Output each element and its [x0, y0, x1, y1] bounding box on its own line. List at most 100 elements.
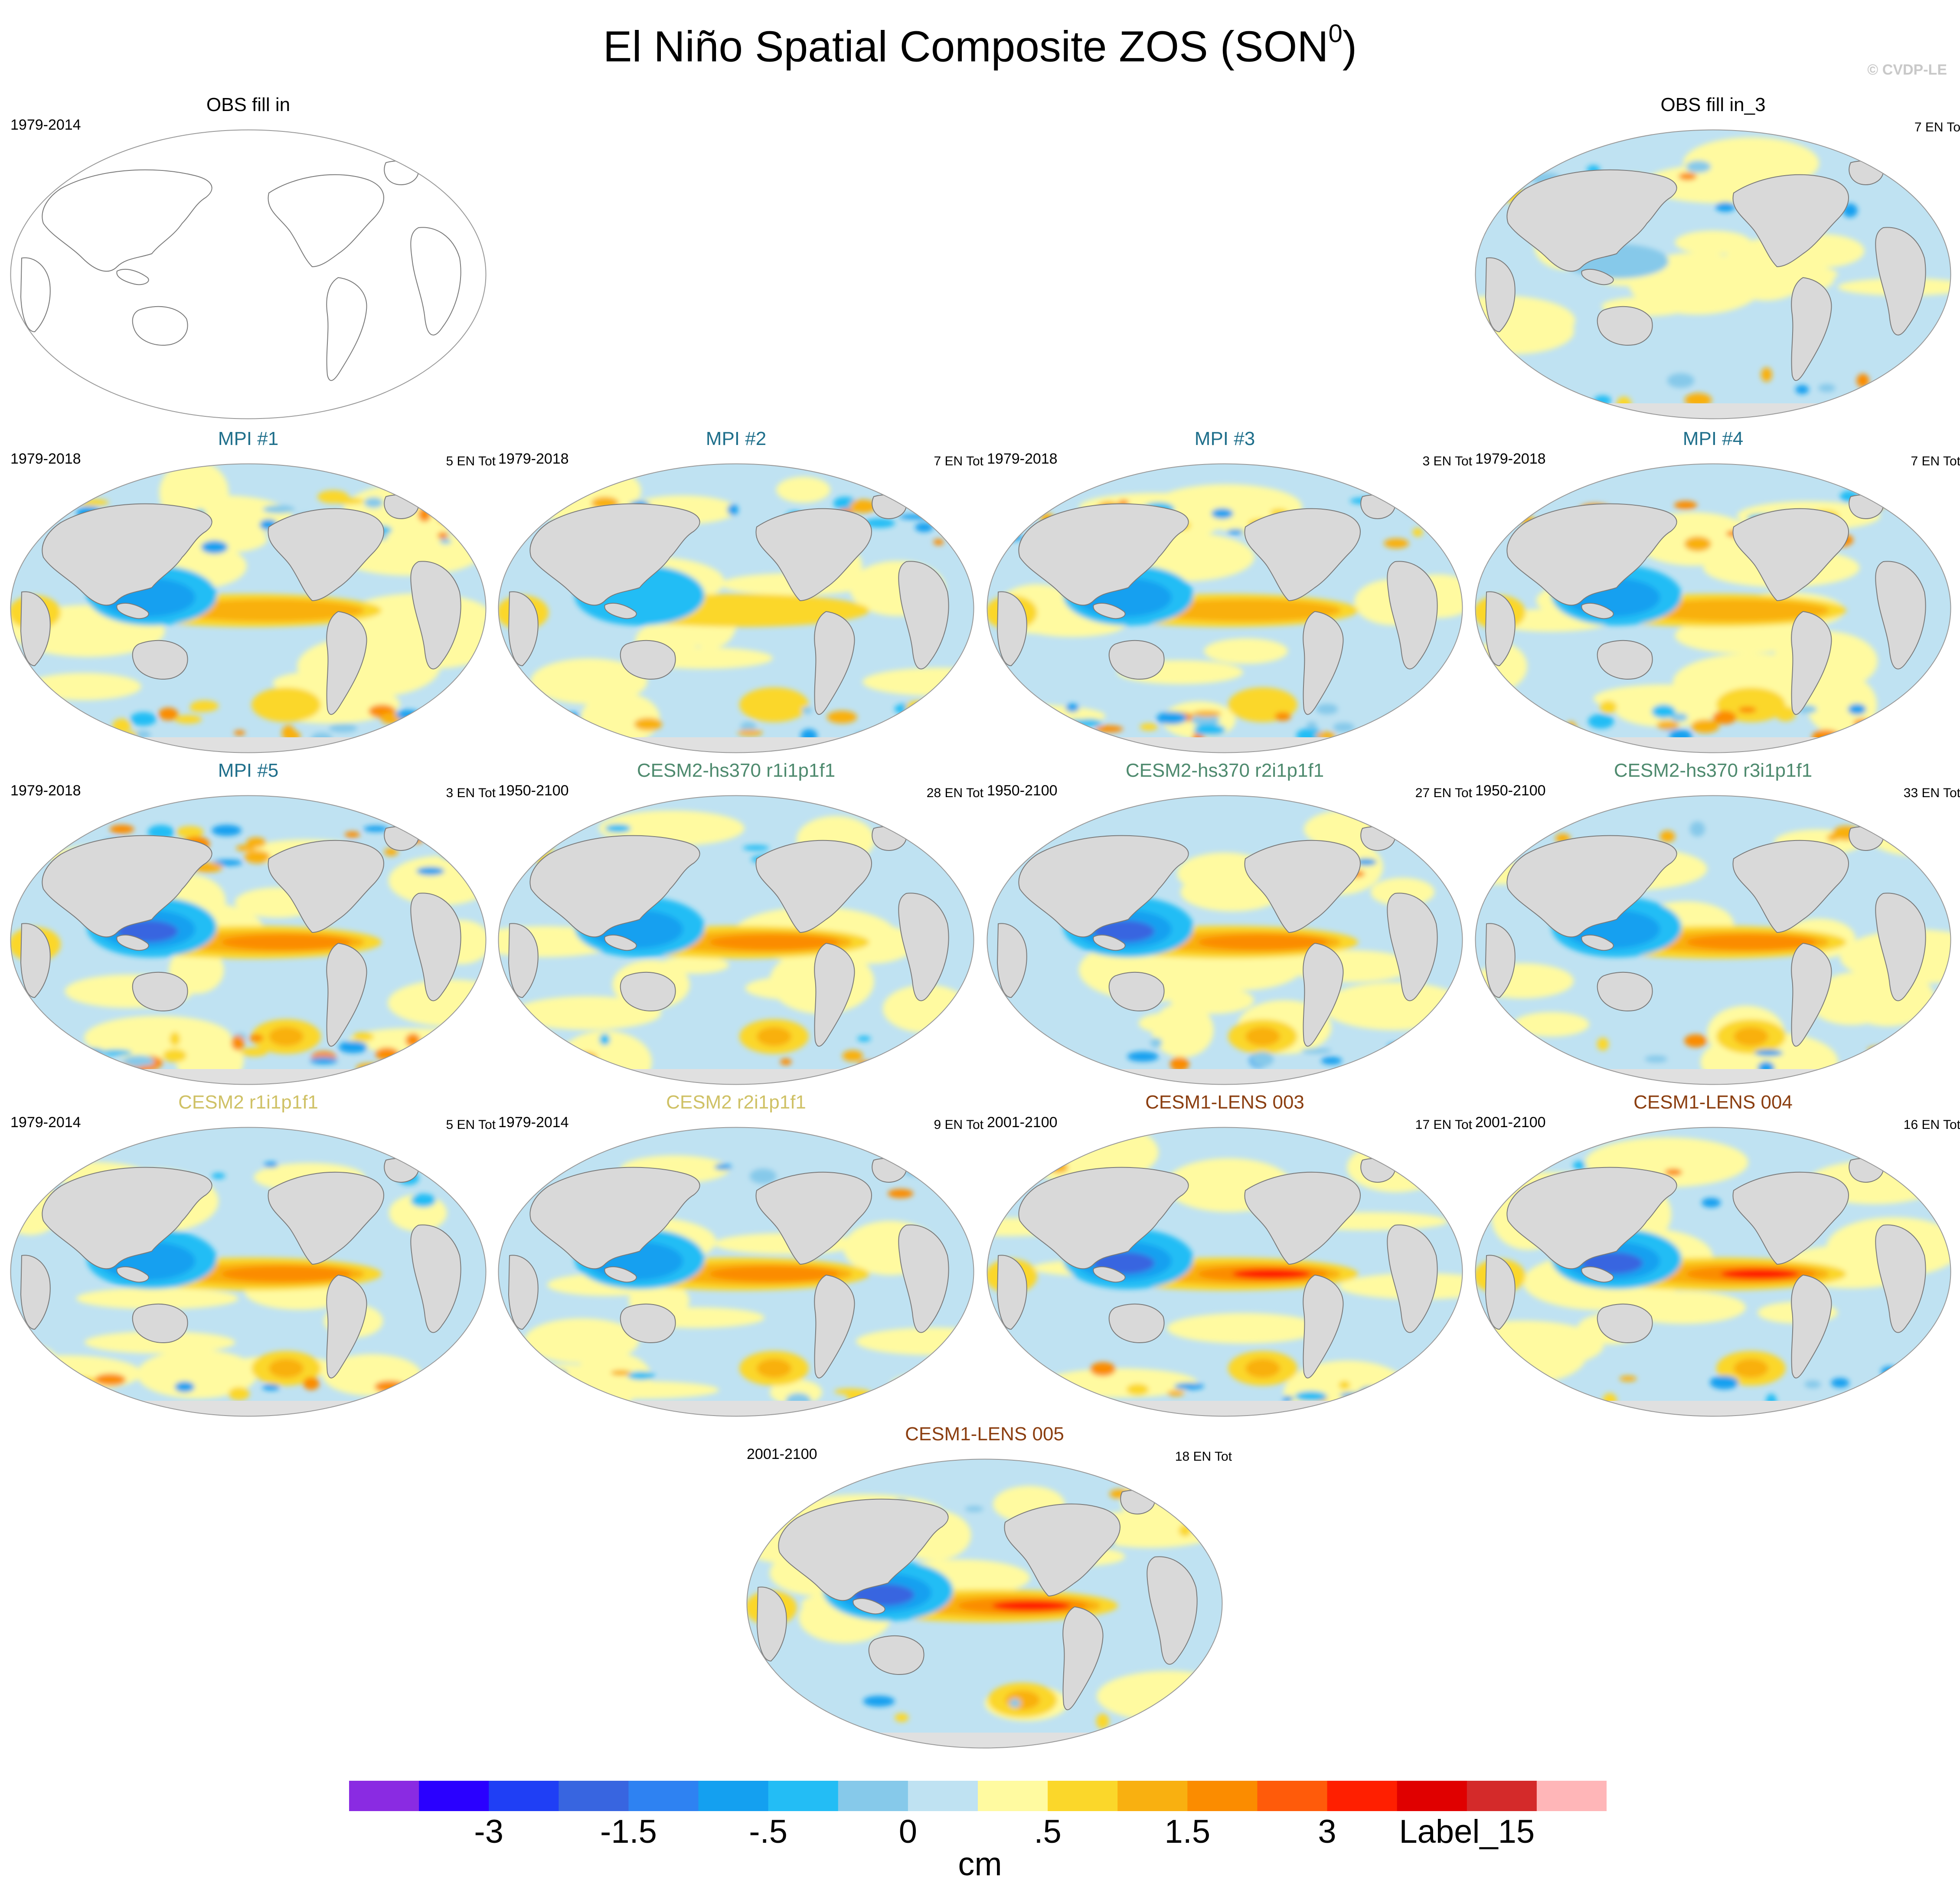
noise-speckle	[929, 728, 942, 742]
noise-speckle	[112, 718, 131, 733]
land	[868, 1635, 924, 1675]
map-border	[1475, 129, 1951, 419]
land	[1875, 893, 1926, 1001]
land	[116, 603, 149, 619]
noise-speckle	[201, 540, 228, 554]
noise-speckle	[634, 717, 662, 731]
noise-speckle	[310, 1057, 338, 1064]
land	[1506, 503, 1677, 606]
noise-speckle	[303, 1377, 320, 1390]
antarctica	[10, 1069, 486, 1085]
panel-years: 1950-2100	[1475, 782, 1546, 799]
noise-speckle	[416, 867, 444, 876]
noise-speckle	[1684, 536, 1712, 552]
noise-speckle	[1738, 706, 1757, 713]
noise-speckle	[174, 715, 202, 724]
land	[384, 494, 419, 519]
warm-lobe	[1734, 1027, 1768, 1046]
positive-patch	[26, 673, 141, 700]
colorbar-swatch	[489, 1781, 559, 1811]
noise-speckle	[249, 1034, 264, 1042]
noise-speckle	[430, 1063, 457, 1070]
noise-speckle	[1670, 713, 1688, 722]
land	[42, 503, 212, 606]
noise-speckle	[34, 700, 65, 709]
noise-speckle	[1684, 1034, 1708, 1048]
noise-speckle	[1295, 1391, 1327, 1402]
colorbar-swatch	[1257, 1781, 1328, 1811]
warm-tongue	[1638, 599, 1829, 622]
land	[1849, 826, 1884, 851]
noise-speckle	[905, 700, 930, 716]
land	[116, 269, 149, 285]
map-panel: CESM1-LENS 004 2001-2100 16 EN Tot	[1469, 1091, 1960, 1420]
noise-speckle	[576, 1052, 598, 1065]
noise-speckle	[1227, 529, 1245, 535]
panel-years: 1979-2018	[1475, 451, 1546, 467]
panel-years: 2001-2100	[1475, 1114, 1546, 1131]
warm-lobe	[252, 687, 321, 722]
land	[1108, 640, 1165, 680]
map-panel: CESM2-hs370 r3i1p1f1 1950-2100 33 EN Tot	[1469, 759, 1960, 1089]
land	[132, 1303, 188, 1343]
noise-speckle	[849, 499, 877, 513]
positive-patch	[1842, 970, 1934, 1027]
positive-patch	[76, 1288, 238, 1309]
noise-speckle	[1049, 1161, 1068, 1173]
credit-label: © CVDP-LE	[1867, 62, 1947, 78]
warm-tongue	[173, 599, 364, 622]
noise-speckle	[212, 860, 243, 866]
colorbar-swatch	[1397, 1781, 1467, 1811]
noise-speckle	[864, 518, 895, 528]
land	[529, 1167, 700, 1269]
noise-speckle	[1170, 1056, 1189, 1072]
land	[268, 174, 384, 268]
noise-speckle	[432, 1037, 446, 1051]
land	[872, 826, 907, 851]
noise-speckle	[190, 700, 219, 712]
warm-lobe	[1245, 1359, 1280, 1378]
map-border	[1475, 463, 1951, 753]
noise-speckle	[1686, 160, 1711, 173]
colorbar-tick-label: -.5	[749, 1813, 788, 1850]
positive-patch	[1170, 987, 1254, 1014]
noise-speckle	[1167, 1390, 1185, 1396]
panel-title: CESM2-hs370 r1i1p1f1	[637, 760, 836, 781]
colorbar-swatch	[1536, 1781, 1607, 1811]
positive-patch	[776, 477, 830, 503]
map	[746, 1459, 1223, 1749]
panel-years: 1979-2018	[10, 782, 81, 799]
colorbar-swatch	[419, 1781, 489, 1811]
map	[10, 1127, 487, 1417]
noise-speckle	[1542, 1056, 1563, 1066]
units-label: cm	[958, 1846, 1002, 1883]
warm-lobe	[1245, 1027, 1280, 1046]
positive-patch	[1152, 1003, 1214, 1058]
noise-speckle	[100, 1050, 132, 1056]
noise-speckle	[262, 1384, 280, 1391]
warm-lobe	[757, 1027, 791, 1046]
land	[1597, 306, 1653, 346]
land	[1120, 1490, 1156, 1514]
land	[1062, 1606, 1104, 1710]
noise-speckle	[1795, 385, 1809, 394]
noise-speckle	[885, 723, 910, 735]
land	[1387, 1224, 1438, 1333]
noise-speckle	[933, 539, 944, 546]
land	[1732, 508, 1849, 602]
noise-speckle	[1211, 508, 1234, 519]
noise-speckle	[801, 706, 812, 714]
map-border	[987, 463, 1463, 753]
map-border	[987, 1127, 1463, 1417]
noise-speckle	[1190, 714, 1220, 726]
land	[898, 1224, 949, 1333]
noise-speckle	[1422, 1044, 1434, 1058]
land	[1018, 1167, 1189, 1269]
land	[898, 561, 949, 670]
colorbar-swatch	[1117, 1781, 1188, 1811]
noise-speckle	[1674, 501, 1697, 510]
map-border	[10, 795, 487, 1085]
noise-speckle	[411, 1194, 436, 1207]
land	[853, 1598, 885, 1615]
map	[987, 1127, 1463, 1417]
